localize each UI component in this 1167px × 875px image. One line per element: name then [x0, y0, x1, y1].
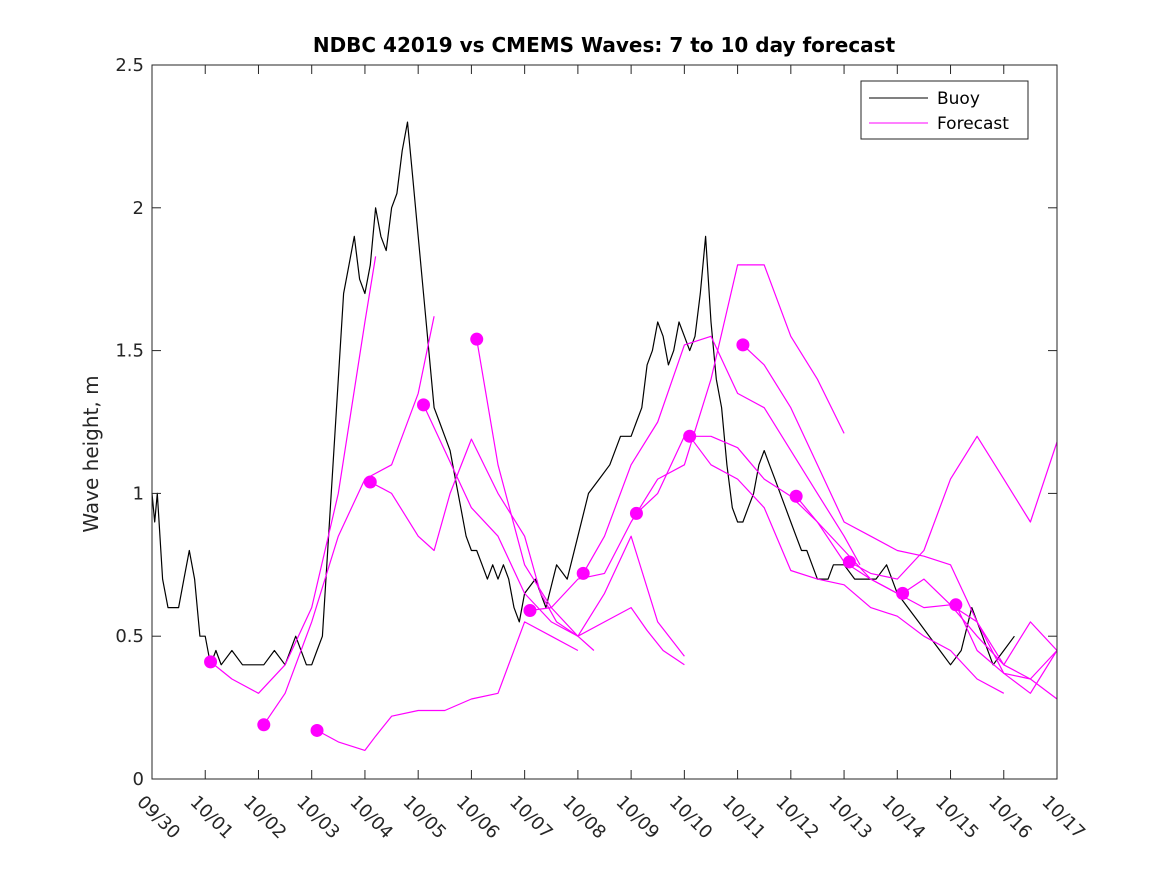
forecast-series-line: [635, 435, 898, 594]
forecast-start-marker: [736, 338, 750, 352]
legend: Buoy Forecast: [860, 80, 1029, 140]
y-tick-label: 1: [133, 483, 144, 504]
legend-forecast-label: Forecast: [937, 114, 1009, 134]
forecast-series-line: [422, 404, 685, 666]
forecast-series-line: [476, 339, 685, 657]
forecast-start-marker: [789, 489, 803, 503]
y-tick-labels: 0 0.5 1 1.5 2 2.5: [115, 55, 144, 790]
forecast-start-marker: [949, 598, 963, 612]
y-tick-label: 2.5: [115, 55, 144, 76]
forecast-series-line: [689, 435, 1005, 694]
series-layer: [151, 121, 1058, 752]
forecast-start-marker: [363, 475, 377, 489]
chart-title: NDBC 42019 vs CMEMS Waves: 7 to 10 day f…: [313, 33, 896, 57]
y-tick-label: 2: [133, 198, 144, 219]
forecast-series-line: [902, 578, 1058, 666]
forecast-start-marker: [257, 718, 271, 732]
tick-layer: [151, 64, 1058, 780]
forecast-start-marker: [576, 566, 590, 580]
forecast-start-marker: [629, 506, 643, 520]
forecast-series-line: [795, 495, 1058, 694]
forecast-start-marker: [842, 555, 856, 569]
forecast-start-marker: [204, 655, 218, 669]
forecast-series-line: [849, 435, 1058, 580]
legend-buoy-label: Buoy: [937, 89, 980, 109]
forecast-start-marker: [896, 586, 910, 600]
legend-box: [860, 80, 1029, 140]
forecast-series-line: [955, 604, 1058, 680]
y-tick-label: 0: [133, 769, 144, 790]
forecast-start-marker: [683, 429, 697, 443]
forecast-series-line: [582, 335, 861, 574]
plot-frame: [151, 64, 1058, 780]
plot-area: [152, 65, 1057, 779]
marker-layer: [204, 332, 963, 737]
forecast-start-marker: [523, 603, 537, 617]
forecast-series-line: [529, 264, 845, 612]
y-tick-label: 1.5: [115, 341, 144, 362]
forecast-start-marker: [470, 332, 484, 346]
forecast-series-line: [263, 316, 435, 726]
forecast-series-line: [210, 256, 377, 694]
y-tick-label: 0.5: [115, 626, 144, 647]
forecast-series-line: [316, 621, 579, 752]
forecast-start-marker: [310, 723, 324, 737]
y-axis-label: Wave height, m: [79, 375, 103, 532]
forecast-start-marker: [417, 398, 430, 412]
forecast-series-line: [370, 438, 595, 651]
